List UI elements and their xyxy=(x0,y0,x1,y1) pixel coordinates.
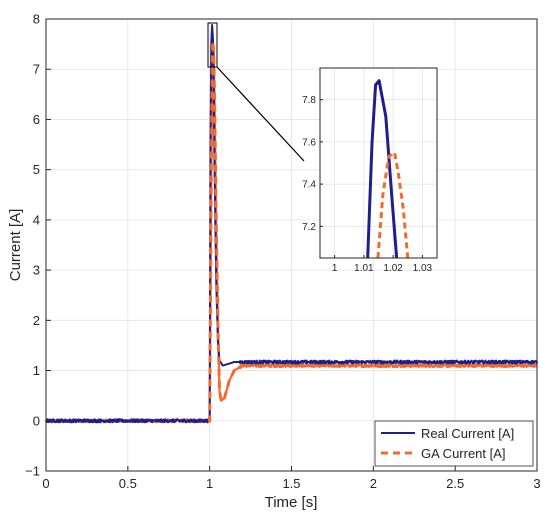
y-tick-label: 7 xyxy=(33,62,40,77)
inset-x-tick-label: 1.01 xyxy=(354,263,374,274)
inset-y-tick-label: 7.4 xyxy=(302,180,316,191)
y-tick-label: 2 xyxy=(33,313,40,328)
inset-x-tick-label: 1.02 xyxy=(383,263,403,274)
x-tick-label: 2 xyxy=(370,476,377,491)
zoom-connector xyxy=(216,66,305,162)
inset-y-tick-label: 7.6 xyxy=(302,137,316,148)
legend-box xyxy=(374,420,534,467)
inset-grid-lines xyxy=(320,68,437,258)
grid-lines xyxy=(45,18,538,472)
x-tick-label: 3 xyxy=(533,476,540,491)
inset-series-real-current-line xyxy=(366,79,399,259)
inset-series-ga-current-line xyxy=(376,150,410,259)
main-series xyxy=(44,24,538,424)
x-tick-label: 0 xyxy=(42,476,49,491)
x-axis-label: Time [s] xyxy=(265,494,318,511)
y-tick-label: −1 xyxy=(25,464,40,479)
y-tick-label: 1 xyxy=(33,363,40,378)
series-ga-current-dashed xyxy=(208,41,246,423)
y-tick-label: 0 xyxy=(33,413,40,428)
inset-series xyxy=(366,79,410,259)
x-tick-label: 2.5 xyxy=(446,476,464,491)
legend-label-ga: GA Current [A] xyxy=(421,446,506,461)
y-tick-label: 8 xyxy=(33,12,40,27)
x-tick-label: 1 xyxy=(206,476,213,491)
y-tick-label: 4 xyxy=(33,212,40,227)
x-tick-label: 1.5 xyxy=(282,476,300,491)
inset-background xyxy=(320,68,437,258)
inset-y-tick-label: 7.2 xyxy=(302,222,316,233)
y-axis-label: Current [A] xyxy=(7,209,24,282)
y-tick-label: 5 xyxy=(33,162,40,177)
inset-plot: 1 1.01 1.02 1.03 7.2 7.4 7.6 7.8 xyxy=(302,67,438,274)
series-real-current-line xyxy=(45,24,538,424)
zoom-box xyxy=(207,22,218,68)
x-tick-label: 0.5 xyxy=(119,476,137,491)
inset-axis-ticks: 1 1.01 1.02 1.03 7.2 7.4 7.6 7.8 xyxy=(302,95,432,274)
inset-x-tick-label: 1.03 xyxy=(413,263,433,274)
y-tick-label: 6 xyxy=(33,112,40,127)
inset-x-tick-label: 1 xyxy=(332,263,338,274)
y-tick-label: 3 xyxy=(33,263,40,278)
legend: Real Current [A] GA Current [A] xyxy=(374,420,534,467)
inset-frame xyxy=(319,67,438,259)
legend-label-real: Real Current [A] xyxy=(421,426,514,441)
inset-y-tick-label: 7.8 xyxy=(302,95,316,106)
